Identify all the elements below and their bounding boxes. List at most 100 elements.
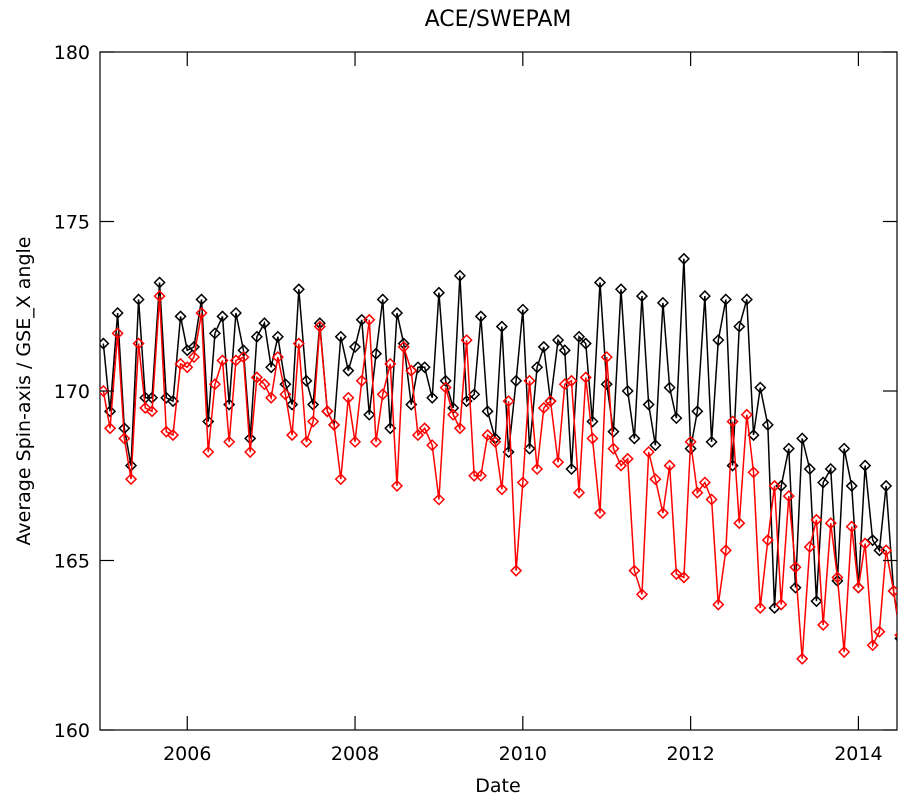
point-marker [656, 296, 669, 309]
point-marker [747, 429, 760, 442]
point-marker [796, 432, 809, 445]
point-marker [195, 293, 208, 306]
point-marker [761, 418, 774, 431]
point-marker [768, 479, 781, 492]
point-marker [390, 479, 404, 492]
point-marker [111, 306, 124, 320]
point-marker [663, 459, 676, 472]
point-marker [369, 347, 383, 360]
point-marker [376, 293, 389, 306]
point-marker [740, 408, 753, 421]
series-line [102, 258, 897, 621]
point-marker [181, 361, 194, 374]
point-marker [628, 432, 641, 445]
point-marker [271, 330, 284, 343]
point-marker [334, 330, 347, 343]
point-marker [321, 405, 334, 418]
point-marker [649, 473, 662, 486]
point-marker [691, 405, 704, 418]
point-marker [390, 306, 404, 320]
point-marker [579, 337, 592, 350]
point-marker [348, 435, 362, 448]
point-marker [852, 581, 865, 594]
point-marker [489, 435, 502, 448]
point-marker [502, 395, 515, 408]
point-marker [139, 401, 152, 415]
point-marker [271, 351, 284, 364]
point-marker [187, 351, 201, 364]
point-marker [432, 493, 445, 506]
series-line [102, 296, 897, 659]
point-marker [726, 415, 739, 428]
point-marker [531, 462, 544, 476]
point-marker [733, 517, 746, 530]
point-marker [460, 334, 473, 347]
point-marker [237, 351, 250, 364]
point-marker [880, 544, 893, 557]
point-marker [265, 391, 278, 404]
point-marker [565, 462, 578, 476]
point-marker [174, 310, 187, 323]
point-marker [866, 534, 879, 547]
point-marker [698, 290, 711, 303]
point-marker [223, 435, 236, 448]
point-marker [292, 337, 305, 350]
point-marker [873, 625, 886, 638]
point-marker [258, 317, 271, 330]
point-marker [369, 435, 383, 448]
point-marker [174, 357, 187, 370]
point-marker [712, 334, 725, 347]
y-tick-label: 170 [54, 381, 90, 403]
point-marker [265, 361, 278, 374]
point-marker [670, 567, 683, 581]
point-marker [803, 462, 816, 476]
point-marker [453, 269, 466, 282]
point-marker [810, 513, 823, 526]
point-marker [307, 415, 320, 428]
point-marker [614, 459, 628, 472]
point-marker [376, 388, 389, 401]
point-marker [160, 425, 173, 438]
point-marker [495, 483, 508, 496]
point-marker [453, 422, 466, 435]
point-marker [552, 334, 565, 347]
point-marker [202, 445, 215, 459]
y-tick-label: 180 [54, 42, 90, 64]
point-marker [516, 303, 529, 316]
point-marker [572, 486, 586, 499]
point-marker [286, 429, 299, 442]
point-marker [523, 374, 536, 387]
point-marker [817, 618, 830, 631]
point-marker [733, 320, 746, 333]
point-marker [397, 340, 410, 353]
point-marker [789, 561, 802, 574]
point-marker [621, 384, 634, 398]
point-marker [824, 517, 837, 530]
point-marker [216, 354, 229, 367]
point-marker [740, 293, 753, 306]
point-marker [845, 520, 858, 533]
point-marker [586, 432, 599, 445]
point-marker [754, 601, 767, 615]
point-marker [328, 418, 341, 431]
point-marker [300, 435, 313, 448]
point-marker [761, 534, 774, 547]
point-marker [614, 283, 628, 296]
point-marker [160, 391, 173, 404]
point-marker [132, 293, 145, 306]
point-marker [104, 422, 117, 435]
point-marker [754, 381, 767, 394]
point-marker [866, 639, 879, 652]
point-marker [747, 466, 760, 479]
point-marker [495, 320, 508, 333]
point-marker [363, 408, 376, 421]
point-marker [705, 493, 718, 506]
point-marker [510, 564, 523, 577]
point-marker [418, 422, 431, 435]
point-marker [355, 374, 368, 387]
point-marker [635, 588, 649, 601]
point-marker [348, 340, 362, 353]
point-marker [237, 344, 250, 357]
point-marker [439, 381, 452, 394]
point-marker [642, 398, 655, 411]
